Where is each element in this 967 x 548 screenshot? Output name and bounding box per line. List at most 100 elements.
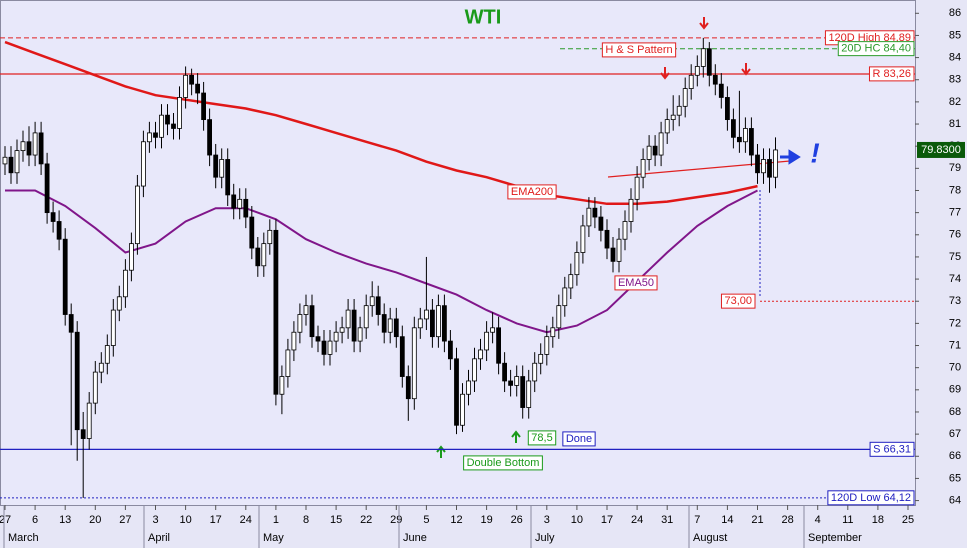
- annotation-box: [601, 42, 677, 58]
- series-label-group: EMA50: [614, 275, 658, 291]
- candle-body: [74, 331, 80, 431]
- level-label-box: [837, 41, 915, 57]
- candle-body: [562, 287, 568, 307]
- annotation-box: [562, 431, 596, 447]
- candle-body: [447, 340, 453, 360]
- candle-body: [165, 114, 170, 125]
- candle-body: [128, 243, 134, 271]
- right-arrow: [780, 149, 801, 165]
- last-price-box: [917, 141, 965, 158]
- candle-body: [339, 327, 345, 333]
- x-tick-label: 31: [661, 514, 673, 526]
- candle-body: [610, 247, 616, 262]
- y-tick-label: 68: [949, 406, 961, 418]
- candle-body: [767, 159, 772, 178]
- last-price-group: 79.8300: [917, 141, 965, 158]
- y-tick-label: 77: [949, 207, 961, 219]
- y-tick-label: 79: [949, 162, 961, 174]
- candle-body: [773, 149, 778, 178]
- candle-body: [333, 331, 339, 342]
- level-label: S 66,31: [873, 443, 911, 455]
- series-label: EMA200: [511, 186, 553, 198]
- candle-body: [743, 128, 748, 143]
- candle-body: [478, 349, 483, 360]
- candle-body: [20, 141, 26, 152]
- candle-body: [243, 198, 249, 218]
- annotation-group: 78,5: [527, 430, 557, 446]
- candle-body: [502, 362, 508, 382]
- month-label: June: [403, 532, 427, 544]
- candle-body: [755, 154, 760, 174]
- candle-body: [580, 225, 586, 253]
- candle-body: [291, 331, 297, 351]
- candle-body: [14, 150, 20, 174]
- candle-body: [134, 185, 140, 245]
- candle-body: [62, 238, 68, 315]
- candle-body: [345, 309, 351, 329]
- x-tick-label: 29: [390, 514, 402, 526]
- candle-body: [761, 159, 766, 174]
- x-tick-label: 19: [480, 514, 492, 526]
- level-label-box: [827, 490, 915, 506]
- candle-body: [556, 305, 562, 329]
- candle-body: [375, 296, 381, 315]
- candle-body: [92, 371, 98, 404]
- candle-body: [44, 163, 50, 214]
- candle-body: [110, 309, 116, 346]
- month-label: May: [263, 532, 284, 544]
- x-tick-label: 10: [571, 514, 583, 526]
- candle-body: [303, 305, 309, 315]
- candle-body: [568, 274, 574, 289]
- candle-body: [700, 48, 706, 67]
- candle-body: [688, 74, 694, 89]
- candle-body: [423, 309, 429, 320]
- candle-body: [460, 393, 465, 426]
- x-tick-label: 6: [32, 514, 38, 526]
- x-tick-label: 7: [694, 514, 700, 526]
- candle-body: [749, 128, 754, 156]
- candle-body: [550, 327, 556, 338]
- y-tick-label: 64: [949, 494, 961, 506]
- level-label-group: S 66,31: [869, 441, 915, 457]
- candle-body: [526, 380, 532, 408]
- candle-body: [68, 314, 74, 333]
- candle-body: [441, 305, 447, 342]
- candle-body: [484, 331, 490, 351]
- y-tick-label: 85: [949, 29, 961, 41]
- candle-body: [399, 336, 405, 377]
- x-tick-label: 25: [902, 514, 914, 526]
- candle-body: [604, 229, 610, 249]
- candle-body: [225, 159, 231, 196]
- candle-body: [676, 105, 682, 116]
- candle-body: [351, 309, 357, 342]
- x-tick-label: 26: [511, 514, 523, 526]
- candle-body: [725, 97, 730, 121]
- level-label-box: [720, 293, 756, 309]
- candle-body: [658, 132, 664, 156]
- candle-body: [56, 221, 62, 240]
- candle-body: [706, 48, 712, 76]
- candle-body: [255, 247, 261, 267]
- x-tick-label: 5: [423, 514, 429, 526]
- candle-body: [417, 318, 423, 329]
- candle-body: [393, 318, 399, 338]
- candle-body: [586, 207, 592, 227]
- x-tick-label: 1: [273, 514, 279, 526]
- candle-body: [520, 376, 526, 408]
- candle-body: [219, 159, 225, 178]
- candle-body: [682, 88, 688, 107]
- series-label-box: [507, 184, 557, 200]
- candle-body: [712, 74, 718, 85]
- month-label: July: [535, 532, 555, 544]
- candle-body: [146, 132, 152, 143]
- candle-body: [532, 362, 538, 382]
- candle-body: [309, 305, 315, 338]
- y-tick-label: 84: [949, 51, 961, 63]
- candle-body: [213, 154, 219, 178]
- series-label-group: EMA200: [507, 184, 557, 200]
- x-tick-label: 8: [303, 514, 309, 526]
- y-tick-label: 78: [949, 184, 961, 196]
- exclamation: !: [810, 137, 819, 168]
- annotation-group: Done: [562, 431, 596, 447]
